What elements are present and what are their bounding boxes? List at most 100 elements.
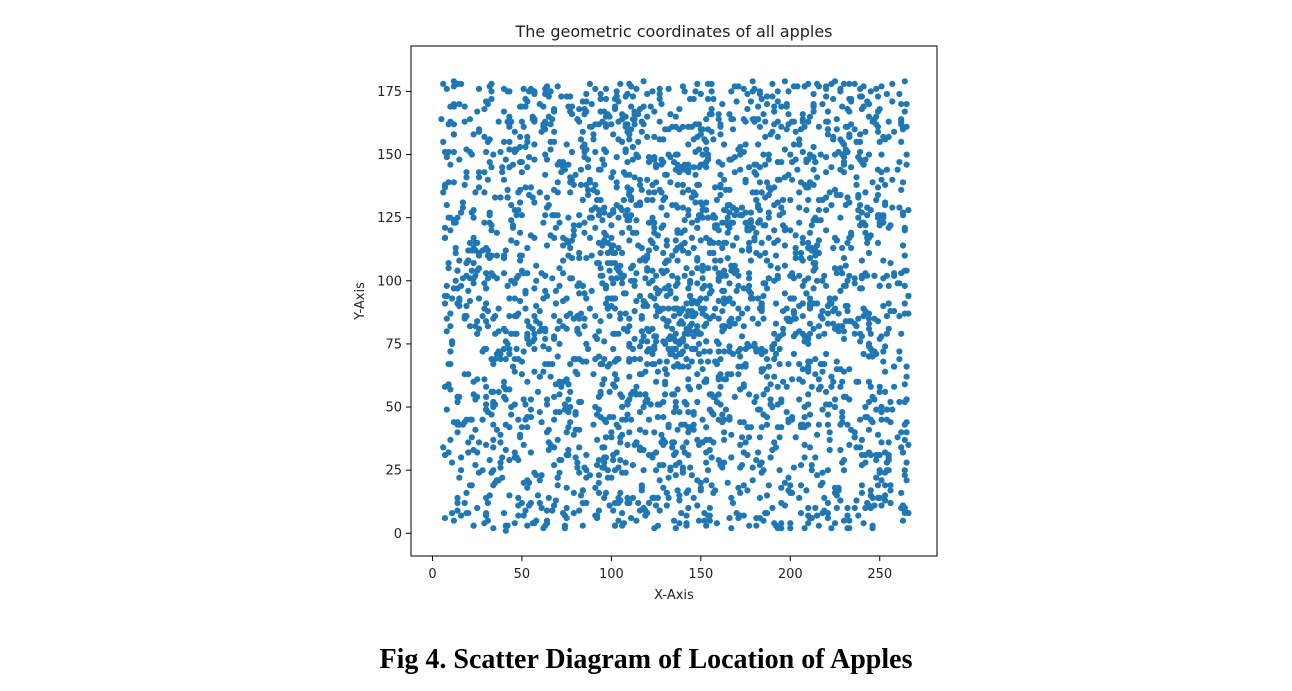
- data-point: [703, 116, 710, 123]
- data-point: [633, 229, 640, 236]
- data-point: [808, 247, 815, 254]
- data-point: [663, 212, 670, 219]
- data-point: [610, 280, 617, 287]
- data-point: [828, 300, 835, 307]
- data-point: [796, 272, 803, 279]
- data-point: [867, 451, 874, 459]
- data-point: [774, 159, 781, 166]
- data-point: [506, 345, 513, 353]
- data-point: [812, 504, 819, 512]
- data-point: [699, 161, 706, 168]
- data-point: [522, 401, 529, 408]
- data-point: [703, 378, 710, 385]
- data-point: [669, 272, 676, 279]
- data-point: [511, 368, 518, 375]
- data-point: [585, 191, 592, 199]
- data-point: [606, 267, 613, 274]
- data-point: [824, 131, 832, 138]
- data-point: [704, 214, 712, 221]
- data-point: [517, 257, 524, 264]
- data-point: [737, 489, 744, 496]
- data-point: [636, 199, 644, 206]
- data-point: [846, 525, 853, 532]
- data-point: [883, 166, 891, 173]
- data-point: [486, 159, 493, 166]
- data-point: [517, 297, 524, 305]
- data-point: [601, 338, 608, 345]
- data-point: [883, 467, 891, 474]
- data-point: [626, 373, 633, 380]
- data-point: [896, 159, 903, 166]
- data-point: [806, 113, 814, 120]
- data-point: [613, 184, 620, 191]
- data-point: [676, 106, 683, 113]
- data-point: [441, 383, 449, 390]
- data-point: [880, 358, 887, 365]
- data-point: [862, 403, 869, 411]
- data-point: [636, 409, 644, 416]
- data-point: [653, 333, 660, 340]
- data-point: [506, 295, 513, 302]
- data-point: [649, 214, 656, 221]
- data-point: [624, 207, 631, 214]
- data-point: [474, 239, 481, 246]
- data-point: [831, 396, 839, 403]
- data-point: [830, 95, 837, 103]
- data-point: [758, 348, 765, 355]
- data-point: [899, 212, 907, 219]
- data-point: [860, 219, 867, 226]
- data-point: [899, 126, 907, 133]
- data-point: [883, 272, 891, 279]
- data-point: [653, 502, 660, 509]
- data-point: [688, 472, 696, 479]
- data-point: [626, 340, 633, 347]
- data-point: [903, 161, 910, 168]
- data-point: [470, 522, 477, 529]
- data-point: [601, 494, 608, 501]
- data-point: [579, 196, 586, 204]
- data-point: [726, 414, 733, 421]
- data-point: [835, 310, 842, 317]
- data-point: [622, 121, 629, 128]
- data-point: [823, 350, 830, 358]
- data-point: [810, 90, 817, 98]
- data-point: [556, 219, 563, 226]
- data-point: [876, 138, 883, 145]
- data-point: [545, 345, 552, 353]
- data-point: [613, 88, 620, 95]
- data-point: [597, 166, 604, 173]
- data-point: [447, 436, 454, 443]
- data-point: [520, 396, 527, 403]
- data-point: [883, 330, 891, 337]
- data-point: [581, 219, 588, 226]
- data-point: [810, 267, 817, 274]
- data-point: [597, 318, 604, 325]
- data-point: [824, 421, 832, 428]
- data-point: [790, 118, 798, 125]
- data-point: [837, 166, 844, 173]
- data-point: [481, 280, 488, 287]
- data-point: [674, 280, 681, 287]
- data-point: [839, 459, 846, 466]
- data-point: [755, 449, 762, 456]
- data-point: [669, 325, 676, 332]
- data-point: [644, 338, 651, 345]
- data-point: [527, 449, 535, 456]
- data-point: [617, 439, 624, 446]
- data-point: [792, 255, 799, 262]
- data-point: [526, 154, 533, 161]
- data-point: [898, 118, 905, 125]
- data-point: [554, 436, 561, 443]
- data-point: [824, 108, 832, 115]
- data-point: [602, 434, 610, 441]
- data-point: [840, 368, 848, 375]
- data-point: [483, 148, 490, 156]
- data-point: [844, 308, 851, 315]
- data-point: [894, 166, 901, 173]
- data-point: [599, 444, 606, 451]
- data-point: [499, 474, 506, 481]
- data-point: [663, 242, 670, 249]
- data-point: [502, 247, 509, 254]
- data-point: [629, 143, 637, 151]
- data-point: [796, 204, 803, 211]
